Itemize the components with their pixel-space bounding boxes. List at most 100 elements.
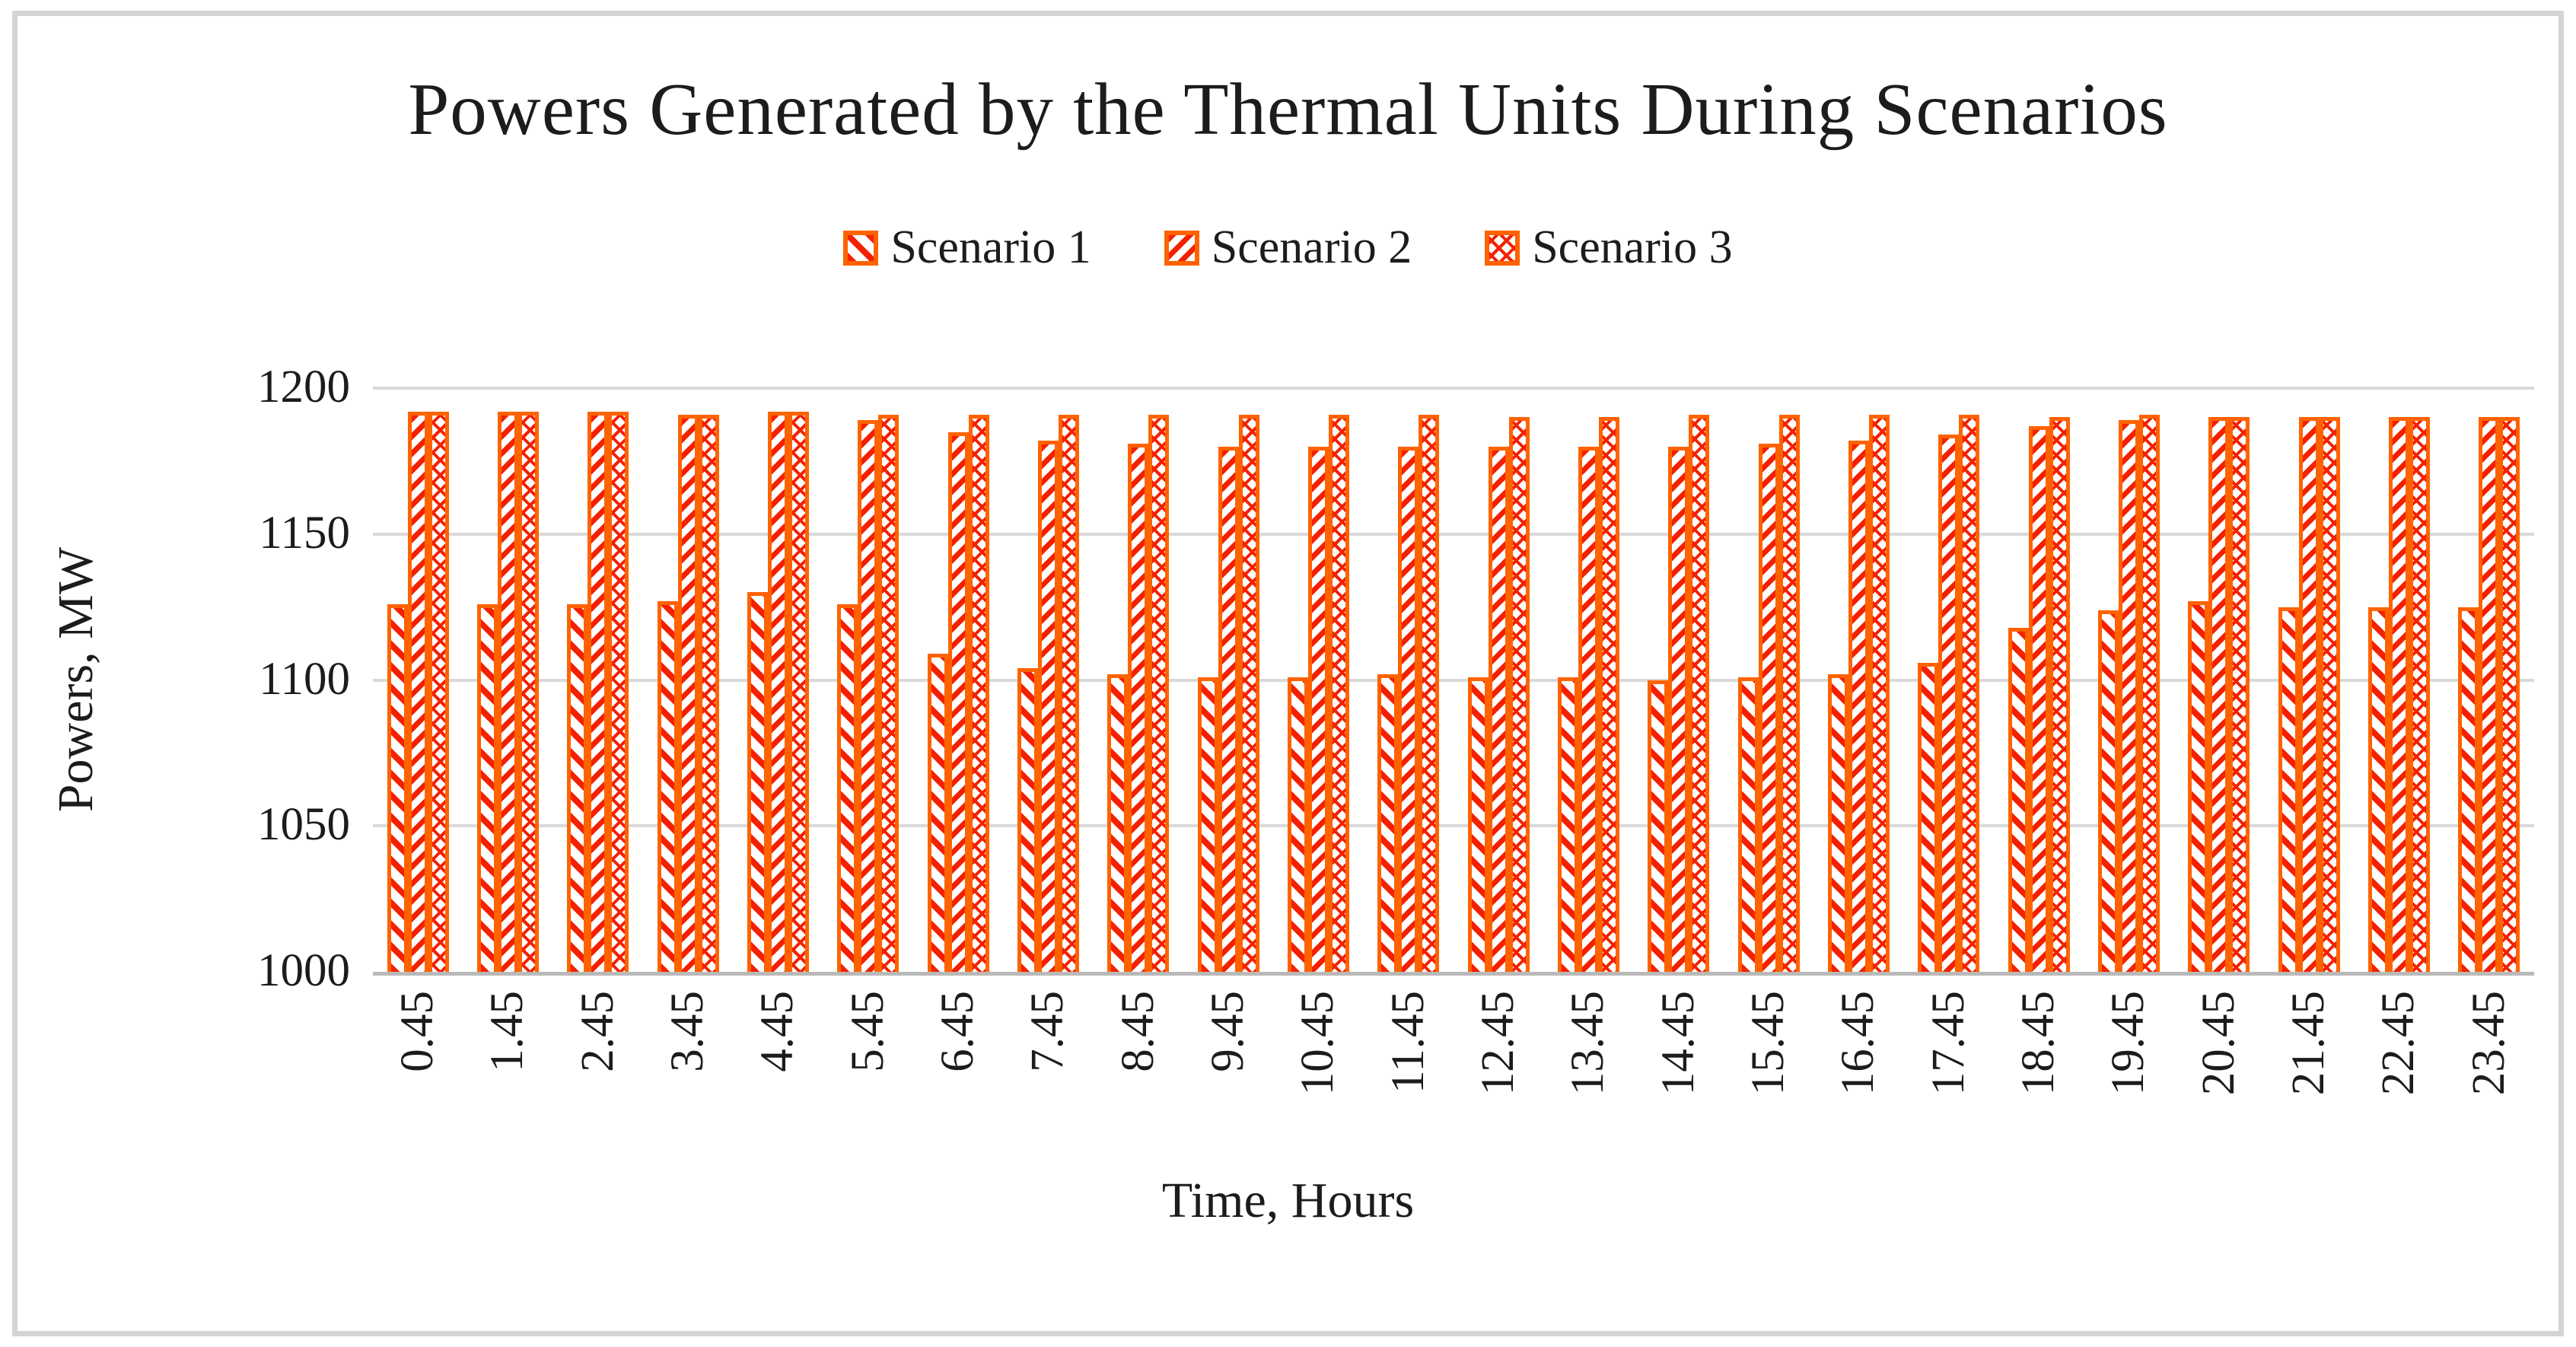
scenario2-swatch-icon [1164,230,1199,266]
x-tick-label-21.45: 21.45 [2283,991,2335,1096]
bar-scenario2-2.45 [587,411,609,972]
bar-group-4.45 [733,388,823,972]
bar-scenario1-9.45 [1197,677,1218,972]
bar-scenario3-23.45 [2499,417,2520,972]
legend-label: Scenario 1 [890,221,1091,273]
legend: Scenario 1 Scenario 2 Scenario 3 [0,221,2576,275]
bar-scenario3-17.45 [1959,414,1980,972]
bar-group-9.45 [1183,388,1273,972]
bar-group-18.45 [1994,388,2084,972]
x-tick-label-1.45: 1.45 [482,991,533,1072]
x-tick-label-7.45: 7.45 [1022,991,1074,1072]
bar-scenario2-9.45 [1218,446,1239,972]
bar-scenario3-8.45 [1148,414,1170,972]
bar-scenario3-7.45 [1058,414,1079,972]
bar-group-21.45 [2264,388,2354,972]
gridline-1150 [373,532,2534,536]
bar-scenario3-22.45 [2409,417,2430,972]
bar-scenario3-10.45 [1328,414,1349,972]
x-tick-label-11.45: 11.45 [1382,991,1434,1094]
bar-scenario1-18.45 [2008,627,2029,972]
x-tick-label-10.45: 10.45 [1292,991,1344,1096]
x-tick-label-18.45: 18.45 [2013,991,2065,1096]
gridline-1200 [373,387,2534,390]
bar-scenario1-5.45 [837,603,858,972]
scenario1-swatch-icon [843,230,879,266]
bar-scenario1-20.45 [2188,601,2209,972]
bar-scenario1-23.45 [2458,607,2479,972]
x-tick-label-14.45: 14.45 [1652,991,1704,1096]
bar-scenario2-1.45 [497,411,518,972]
x-tick-label-8.45: 8.45 [1112,991,1164,1072]
bar-scenario1-6.45 [927,654,948,972]
bar-scenario3-1.45 [517,411,539,972]
bar-group-7.45 [1003,388,1093,972]
y-tick-label-1000: 1000 [257,945,350,996]
bar-scenario1-0.45 [387,603,408,972]
chart-title: Powers Generated by the Thermal Units Du… [408,68,2168,150]
bar-scenario2-12.45 [1488,446,1509,972]
scenario3-swatch-icon [1485,230,1520,266]
bar-scenario2-11.45 [1398,446,1419,972]
bar-scenario2-7.45 [1037,441,1059,972]
bar-scenario1-21.45 [2278,607,2299,972]
bar-group-12.45 [1454,388,1543,972]
legend-label: Scenario 3 [1532,221,1733,273]
bar-group-6.45 [913,388,1003,972]
bar-scenario1-10.45 [1287,677,1308,972]
bar-scenario2-4.45 [767,411,788,972]
x-axis-tick-labels: 0.45 1.45 2.45 3.45 4.45 5.45 6.45 7.45 8.45 9.45… [373,991,2534,1181]
x-tick-label-4.45: 4.45 [752,991,804,1072]
bar-group-22.45 [2354,388,2444,972]
bar-group-20.45 [2174,388,2264,972]
x-tick-label-16.45: 16.45 [1832,991,1884,1096]
bar-scenario2-18.45 [2028,425,2049,972]
bar-scenario3-5.45 [878,414,900,972]
y-axis-title: Powers, MW [48,546,103,813]
bar-scenario1-13.45 [1557,677,1578,972]
bar-scenario1-7.45 [1017,668,1038,972]
bar-scenario2-16.45 [1848,441,1869,972]
bar-scenario3-18.45 [2049,417,2070,972]
bar-scenario1-16.45 [1827,674,1848,972]
bar-scenario3-19.45 [2138,414,2160,972]
gridline-1100 [373,678,2534,682]
bar-groups [373,388,2534,972]
bar-scenario1-2.45 [567,603,588,972]
bar-scenario2-8.45 [1128,443,1149,972]
bar-scenario1-1.45 [476,603,498,972]
x-tick-label-13.45: 13.45 [1562,991,1614,1096]
bar-scenario3-6.45 [968,414,989,972]
bar-group-17.45 [1904,388,1994,972]
bar-group-15.45 [1724,388,1813,972]
x-tick-label-3.45: 3.45 [662,991,714,1072]
x-tick-label-19.45: 19.45 [2103,991,2154,1096]
y-tick-label-1150: 1150 [259,507,350,559]
x-tick-label-5.45: 5.45 [842,991,893,1072]
x-tick-label-12.45: 12.45 [1473,991,1524,1096]
bar-group-19.45 [2084,388,2173,972]
x-axis-title: Time, Hours [1161,1173,1415,1228]
bar-group-16.45 [1813,388,1903,972]
bar-scenario1-19.45 [2097,610,2119,972]
plot-area [373,387,2534,976]
bar-scenario2-14.45 [1668,446,1689,972]
bar-scenario2-19.45 [2118,420,2139,972]
bar-group-10.45 [1273,388,1363,972]
bar-scenario1-22.45 [2367,607,2389,972]
bar-scenario1-17.45 [1918,662,1939,972]
bar-scenario2-0.45 [407,411,428,972]
bar-group-5.45 [823,388,913,972]
bar-group-2.45 [553,388,643,972]
bar-scenario3-11.45 [1419,414,1440,972]
bar-scenario2-17.45 [1938,435,1960,972]
bar-scenario3-21.45 [2319,417,2340,972]
bar-scenario3-14.45 [1689,414,1710,972]
bar-scenario3-4.45 [788,411,809,972]
legend-item-scenario2: Scenario 2 [1164,221,1412,275]
bar-scenario3-20.45 [2229,417,2250,972]
y-tick-label-1050: 1050 [257,799,350,851]
bar-scenario2-21.45 [2298,417,2320,972]
bar-group-13.45 [1543,388,1633,972]
